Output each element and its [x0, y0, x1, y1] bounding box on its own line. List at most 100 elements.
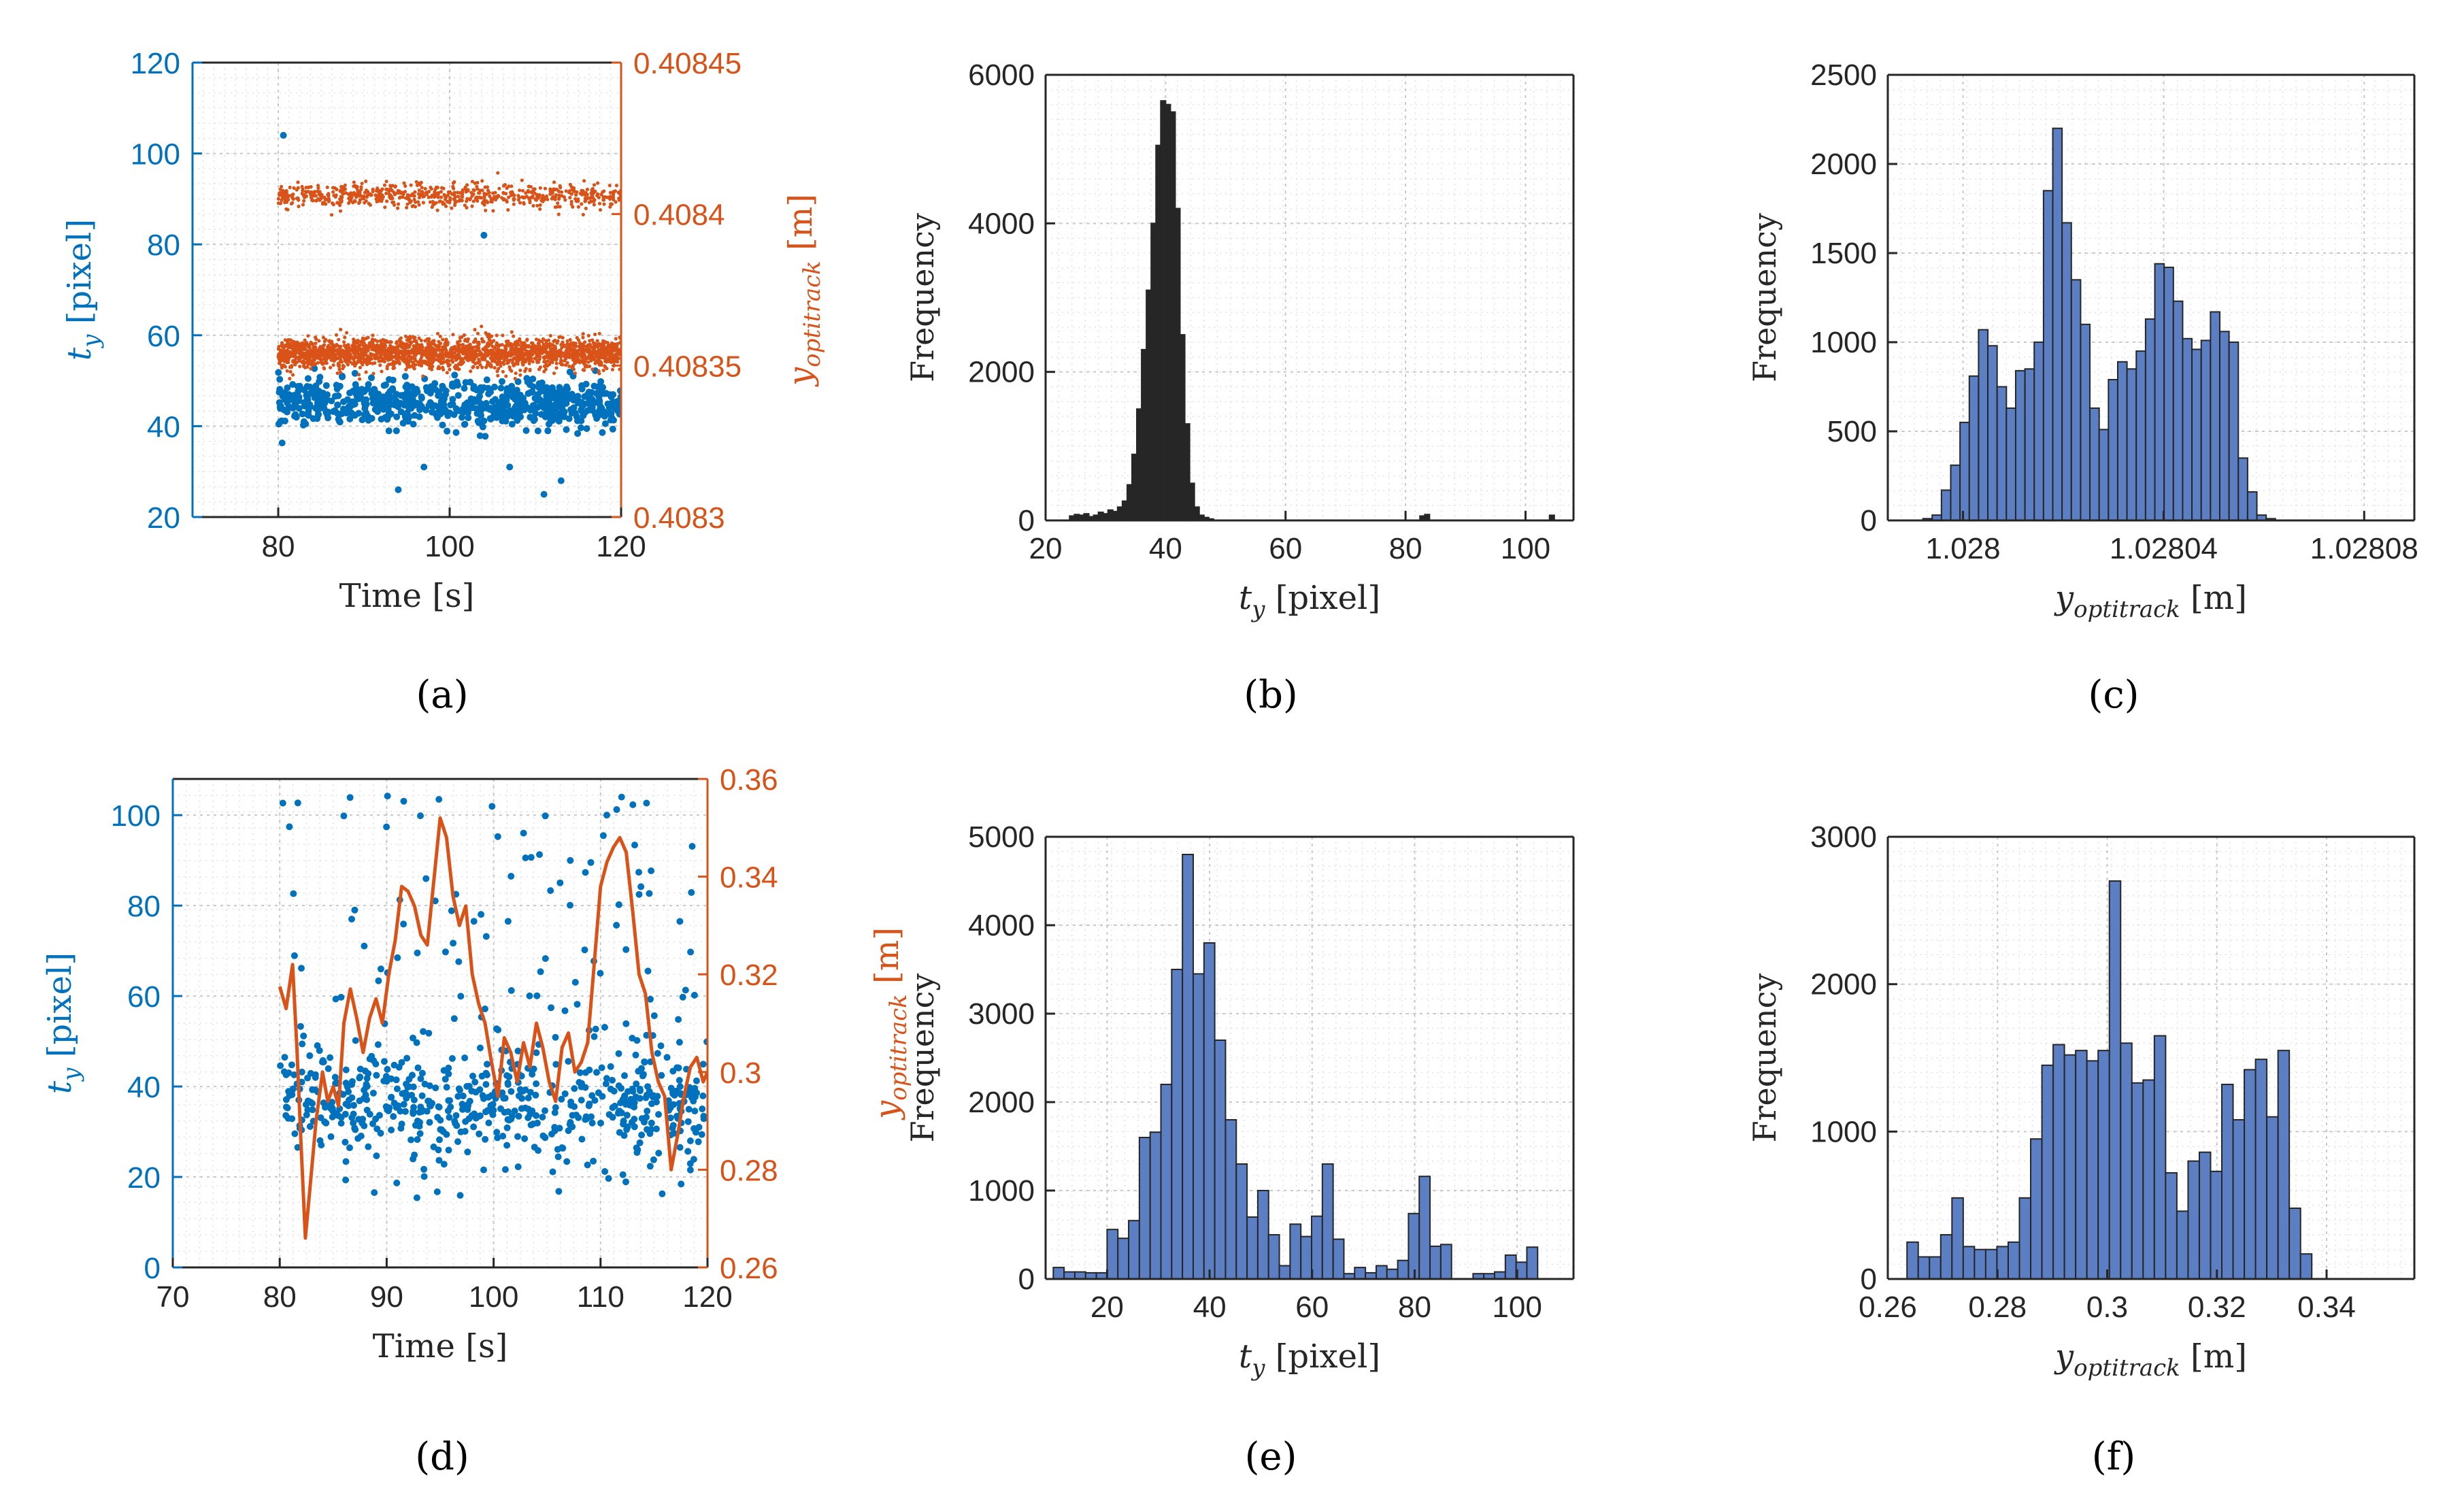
panel-a-point-y_optitrack [301, 359, 305, 363]
panel-a-point-y_optitrack [320, 359, 324, 363]
panel-a-point-y_optitrack [525, 349, 529, 353]
panel-d-point-t_y [373, 1152, 380, 1159]
panel-a-point-y_optitrack [292, 186, 296, 190]
panel-d-point-t_y [669, 1125, 676, 1132]
panel-a-point-t_y [346, 408, 352, 416]
panel-d-point-t_y [282, 1096, 290, 1103]
panel-a-point-y_optitrack [458, 361, 462, 365]
panel-d-point-t_y [403, 1054, 411, 1062]
panel-a-point-y_optitrack [602, 350, 606, 355]
panel-a-point-y_optitrack [539, 350, 544, 354]
panel-d-point-t_y [605, 1111, 613, 1118]
panel-a-point-y_optitrack [436, 191, 440, 195]
panel-a-point-y_optitrack [546, 364, 550, 368]
panel-d-point-t_y [670, 1101, 678, 1108]
panel-d-point-t_y [648, 1119, 655, 1127]
panel-d-point-t_y [397, 1125, 405, 1132]
panel-a-point-y_optitrack [382, 341, 387, 345]
panel-a-point-t_y [352, 384, 360, 392]
panel-c-bar [2089, 407, 2100, 521]
panel-d-point-t_y [485, 1119, 493, 1127]
panel-a-point-t_y [452, 429, 460, 436]
panel-a-point-y_optitrack [309, 195, 314, 199]
panel-a-point-y_optitrack [289, 201, 293, 205]
panel-a-right-tick-label: 0.4084 [633, 199, 725, 232]
panel-d-point-t_y [416, 1118, 423, 1126]
panel-a-point-y_optitrack [412, 197, 416, 201]
panel-a-left-tick-label: 120 [131, 47, 180, 80]
panel-a-point-y_optitrack [397, 355, 402, 359]
panel-a-point-y_optitrack [605, 195, 610, 199]
panel-a-point-t_y [408, 390, 415, 397]
panel-d-x-tick-label: 90 [370, 1280, 403, 1314]
panel-a-point-y_optitrack [489, 199, 493, 203]
panel-d-point-t_y [616, 1129, 623, 1136]
panel-a-point-t_y [609, 425, 616, 433]
panel-a-point-y_optitrack [379, 345, 383, 349]
panel-a-point-y_optitrack [531, 360, 535, 364]
panel-a-point-y_optitrack [284, 188, 288, 193]
panel-a-point-t_y [393, 427, 400, 435]
panel-d-point-t_y [443, 1131, 450, 1138]
panel-a-point-y_optitrack [288, 369, 293, 374]
panel-a-point-y_optitrack [522, 341, 526, 345]
panel-d-point-t_y [471, 1078, 479, 1086]
panel-b-bar [1193, 506, 1200, 521]
panel-d-point-t_y [505, 1073, 513, 1080]
panel-d-point-t_y [369, 1089, 377, 1097]
panel-d-point-t_y [522, 854, 529, 861]
panel-a-point-y_optitrack [281, 356, 285, 361]
panel-a-point-y_optitrack [476, 361, 480, 365]
panel-d-point-t_y [675, 1016, 682, 1023]
panel-a-point-y_optitrack [595, 344, 599, 348]
panel-a-point-y_optitrack [331, 186, 335, 190]
panel-a-point-y_optitrack [407, 339, 411, 344]
panel-a-point-t_y [307, 384, 314, 391]
panel-d-point-t_y [632, 1051, 639, 1059]
panel-a-point-y_optitrack [563, 198, 567, 202]
panel-a-point-y_optitrack [534, 348, 539, 352]
panel-a-point-y_optitrack [518, 373, 522, 377]
panel-d-point-t_y [286, 823, 293, 831]
panel-b-bar [1160, 100, 1167, 522]
panel-a-point-y_optitrack [447, 190, 451, 195]
panel-d-point-t_y [567, 1118, 574, 1126]
panel-d-point-t_y [628, 1097, 635, 1104]
panel-a-point-y_optitrack [354, 362, 358, 366]
panel-d-point-t_y [488, 803, 496, 810]
panel-a-point-y_optitrack [564, 363, 568, 367]
panel-c-bar [2218, 331, 2230, 521]
panel-a-point-y_optitrack [527, 361, 531, 365]
panel-d-right-tick-label: 0.32 [720, 959, 778, 992]
panel-d-point-t_y [420, 1165, 428, 1173]
panel-d-point-t_y [494, 1134, 501, 1142]
panel-a-point-y_optitrack [382, 359, 386, 364]
panel-d-point-t_y [622, 1020, 630, 1027]
panel-d-point-t_y [699, 1092, 707, 1099]
panel-d-point-t_y [685, 1106, 693, 1113]
panel-a-point-y_optitrack [417, 203, 421, 207]
panel-d-point-t_y [667, 1114, 674, 1122]
panel-a-point-t_y [371, 405, 379, 413]
panel-d-point-t_y [454, 1093, 462, 1100]
panel-d-point-t_y [563, 1158, 571, 1165]
panel-d-point-t_y [407, 1136, 415, 1144]
panel-a-point-t_y [487, 416, 495, 422]
panel-d-point-t_y [348, 1094, 356, 1101]
panel-d-point-t_y [350, 1101, 357, 1109]
panel-d-point-t_y [382, 1103, 390, 1110]
panel-d-point-t_y [440, 1161, 448, 1168]
panel-d-point-t_y [482, 1081, 490, 1088]
panel-a-point-y_optitrack [340, 348, 344, 352]
panel-a-point-y_optitrack [286, 358, 290, 362]
panel-e-x-tick-label: 100 [1492, 1291, 1542, 1324]
panel-d-point-t_y [351, 1125, 359, 1132]
panel-d-left-tick-label: 20 [127, 1161, 161, 1195]
panel-a-point-y_optitrack [378, 188, 382, 193]
panel-a-point-y_optitrack [357, 373, 361, 377]
panel-a-point-y_optitrack [477, 357, 481, 362]
panel-a-point-y_optitrack [292, 339, 296, 344]
panel-d-point-t_y [631, 1123, 638, 1131]
panel-a-point-y_optitrack [293, 351, 297, 355]
panel-a-point-y_optitrack [307, 355, 312, 359]
